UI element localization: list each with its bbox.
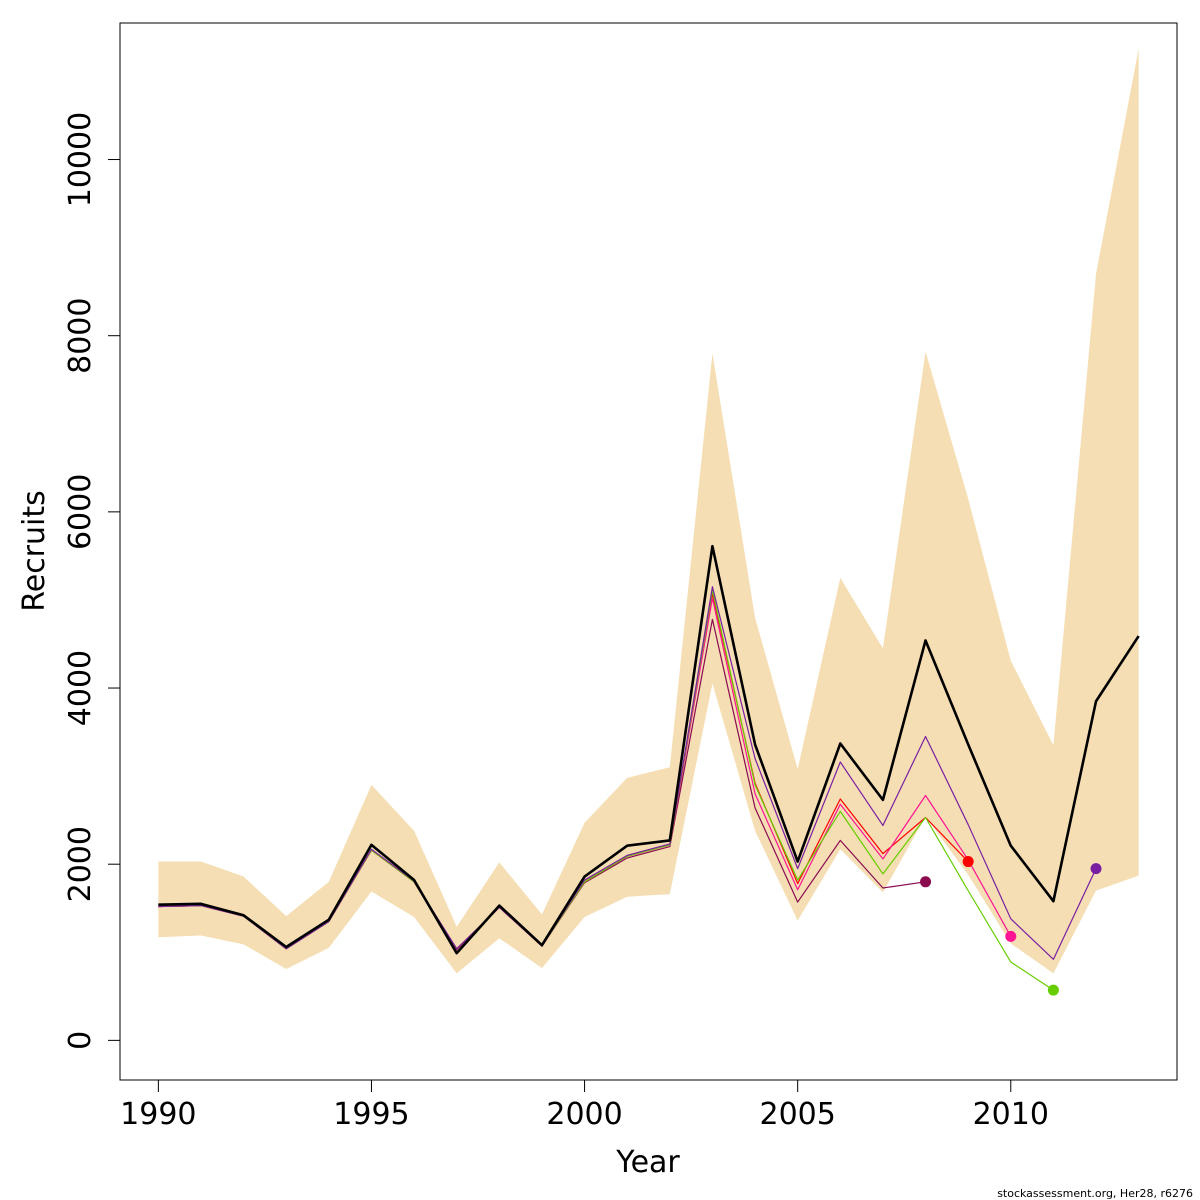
series-end-point-1 (920, 876, 932, 888)
x-tick-label: 2000 (546, 1097, 622, 1132)
x-tick-label: 1995 (333, 1097, 409, 1132)
series-line-6 (158, 544, 1140, 955)
confidence-band (158, 48, 1139, 974)
x-tick-label: 1990 (120, 1097, 196, 1132)
footer-note: stockassessment.org, Her28, r6276 (997, 1187, 1193, 1200)
confidence-band-layer (158, 48, 1139, 974)
x-tick-label: 2005 (759, 1097, 835, 1132)
y-tick-label: 8000 (63, 298, 98, 374)
series-end-point-5 (1090, 863, 1102, 875)
y-tick-label: 0 (63, 1031, 98, 1050)
x-axis: 1990 1995 2000 2005 2010 (120, 1079, 1049, 1132)
y-axis: 0 2000 4000 6000 8000 10000 (63, 112, 121, 1050)
y-tick-label: 10000 (63, 112, 98, 207)
series-line-5 (158, 586, 1097, 960)
series-layer (158, 544, 1140, 991)
y-tick-label: 4000 (63, 650, 98, 726)
y-tick-label: 6000 (63, 474, 98, 550)
series-end-point-2 (962, 856, 974, 868)
y-axis-title: Recruits (17, 490, 52, 612)
y-tick-label: 2000 (63, 826, 98, 902)
series-end-point-4 (1047, 984, 1059, 996)
x-tick-label: 2010 (973, 1097, 1049, 1132)
x-axis-title: Year (615, 1145, 680, 1180)
end-points-layer (920, 856, 1102, 996)
series-end-point-3 (1005, 930, 1017, 942)
